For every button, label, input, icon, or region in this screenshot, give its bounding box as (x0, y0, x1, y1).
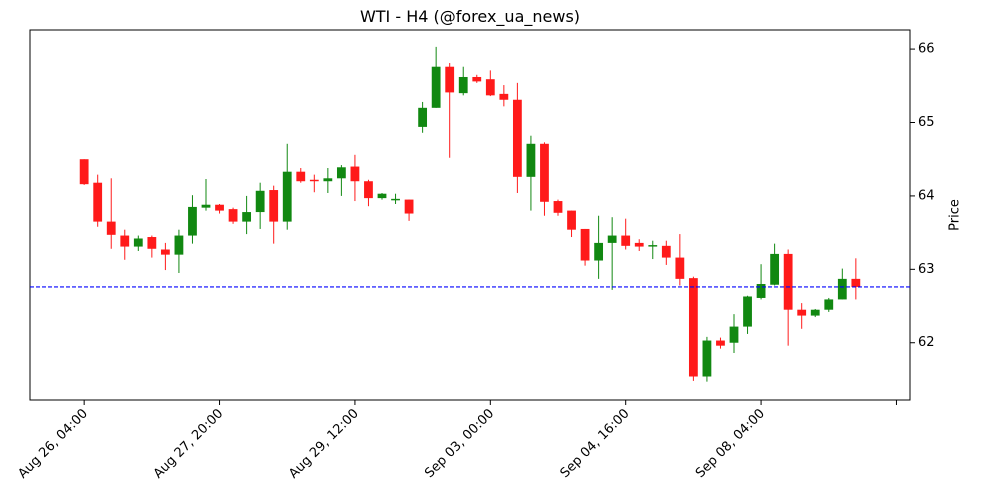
candle-body (810, 309, 820, 316)
candle-body (540, 143, 549, 202)
candle-body (391, 198, 400, 201)
candle-body (621, 235, 631, 246)
y-axis-label: Price (948, 199, 963, 231)
candle-body (756, 284, 766, 298)
candle-body (675, 257, 685, 279)
candle-body (201, 204, 211, 208)
candle-body (553, 201, 563, 213)
candle-body (133, 238, 143, 247)
x-tick-label: Aug 26, 04:00 (15, 406, 91, 482)
candle-body (743, 296, 752, 327)
candle-body (309, 179, 319, 182)
candle-body (607, 235, 617, 243)
candle-body (567, 210, 576, 230)
candle-body (147, 237, 157, 249)
candle-body (499, 93, 509, 100)
candle-body (661, 245, 671, 258)
y-tick-label: 66 (918, 42, 935, 57)
candle-body (702, 340, 712, 377)
y-tick-label: 65 (918, 115, 935, 130)
candle-body (282, 171, 292, 222)
x-tick-label: Aug 29, 12:00 (286, 406, 362, 482)
candle-body (770, 253, 780, 285)
chart-title: WTI - H4 (@forex_ua_news) (360, 7, 580, 27)
candle-body (296, 171, 306, 182)
x-tick-label: Sep 03, 00:00 (422, 406, 497, 481)
candle-body (472, 76, 482, 82)
y-tick-label: 64 (918, 188, 935, 203)
candle-body (160, 249, 170, 255)
candle-body (851, 278, 861, 287)
y-tick-label: 63 (918, 262, 935, 277)
candle-body (783, 253, 793, 310)
x-tick-label: Sep 08, 04:00 (693, 406, 768, 481)
candle-body (106, 221, 116, 235)
candle-body (729, 326, 739, 343)
candle-body (350, 166, 360, 182)
candle-body (336, 167, 346, 179)
candle-body (323, 178, 333, 182)
candle-body (512, 99, 522, 177)
candle-body (797, 309, 807, 316)
x-tick-label: Aug 27, 20:00 (151, 406, 227, 482)
candle-body (418, 107, 428, 127)
x-tick-label: Sep 04, 16:00 (558, 406, 633, 481)
candle-body (188, 206, 197, 236)
candle-body (242, 212, 252, 222)
candle-body (255, 190, 265, 213)
candle-body (445, 66, 455, 93)
candle-body (174, 235, 184, 255)
candle-body (837, 278, 847, 300)
y-tick-label: 62 (918, 335, 935, 350)
candle-body (594, 242, 604, 261)
candle-body (648, 245, 658, 247)
candle-body (580, 228, 590, 261)
candle-body (824, 299, 834, 310)
candle-body (377, 193, 387, 199)
candle-body (404, 199, 414, 214)
candle-body (716, 340, 725, 346)
candle-body (634, 242, 644, 247)
plot-frame (29, 29, 911, 401)
candle-body (688, 278, 698, 377)
candle-body (364, 181, 373, 199)
candle-body (431, 66, 441, 108)
candle-body (79, 159, 89, 185)
candle-body (269, 190, 279, 222)
candle-body (215, 204, 224, 211)
candle-body (120, 235, 130, 247)
candle-body (526, 143, 536, 177)
candle-body (458, 76, 468, 94)
candle-body (228, 209, 238, 222)
candle-body (93, 182, 103, 222)
candle-body (485, 79, 495, 96)
